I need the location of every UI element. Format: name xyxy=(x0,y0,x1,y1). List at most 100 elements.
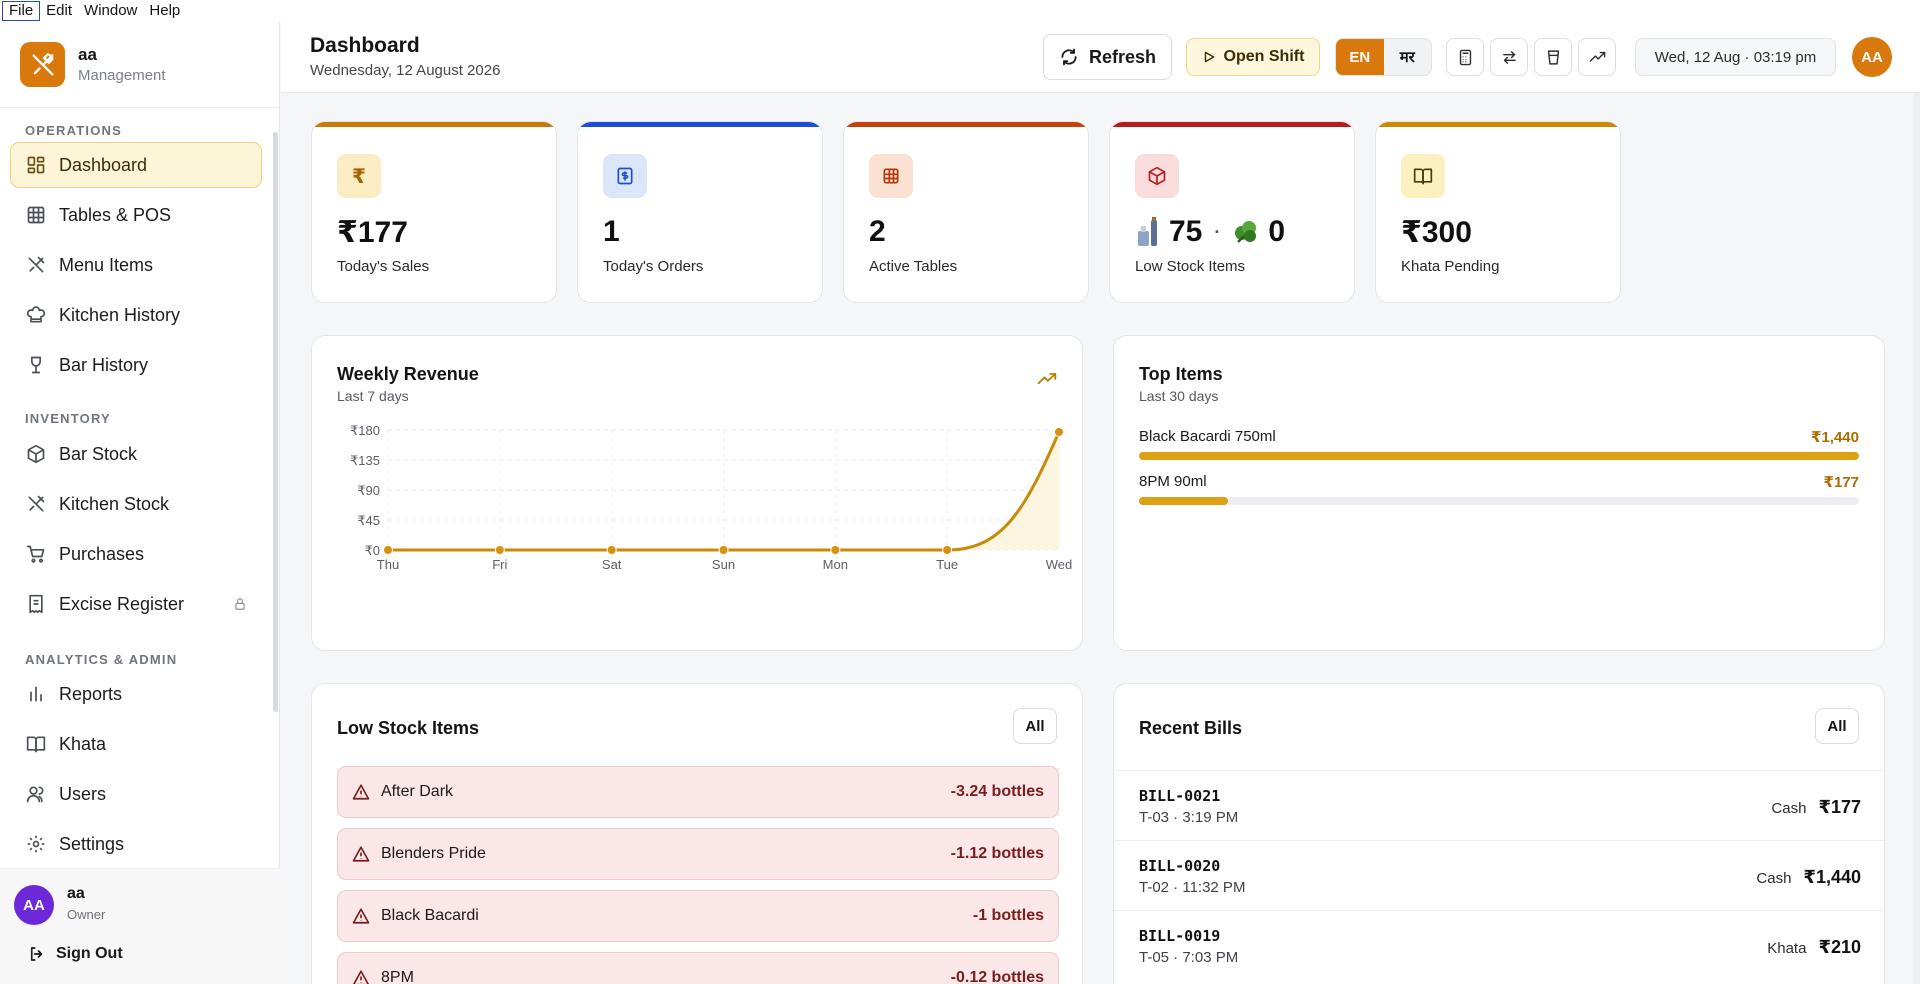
sidebar-item-label: Menu Items xyxy=(59,254,154,275)
menu-window[interactable]: Window xyxy=(84,2,138,19)
header-avatar[interactable]: AA xyxy=(1852,37,1892,77)
stat-accent-bar xyxy=(1110,122,1354,127)
menu-file[interactable]: File xyxy=(2,1,41,21)
grid-icon xyxy=(25,204,47,226)
sidebar-item-purchases[interactable]: Purchases xyxy=(10,531,262,577)
utensils-icon xyxy=(25,493,47,515)
trends-button[interactable] xyxy=(1578,38,1616,76)
lang-mr-button[interactable]: मर xyxy=(1399,49,1415,66)
lang-en-button[interactable]: EN xyxy=(1336,39,1384,75)
page-title: Dashboard xyxy=(310,34,420,57)
main-scrollbar[interactable] xyxy=(1913,93,1920,984)
stat-value: 1 xyxy=(603,215,620,248)
stat-card-low-stock[interactable]: 75 · 0 Low Stock Items xyxy=(1109,121,1355,303)
stat-value: ₹177 xyxy=(337,216,408,249)
bill-id: BILL-0019 xyxy=(1139,927,1221,945)
bill-row[interactable]: BILL-0020 T-02 · 11:32 PM Cash ₹1,440 xyxy=(1114,840,1884,910)
chef-hat-icon xyxy=(25,304,47,326)
box-icon xyxy=(25,443,47,465)
sidebar-item-bar-history[interactable]: Bar History xyxy=(10,342,262,388)
low-stock-all-button[interactable]: All xyxy=(1013,708,1057,744)
revenue-point xyxy=(494,545,505,555)
calculator-button[interactable] xyxy=(1446,38,1484,76)
y-tick-label: ₹90 xyxy=(357,483,380,498)
y-tick-label: ₹45 xyxy=(357,513,380,528)
revenue-point xyxy=(718,545,729,555)
wine-glass-icon xyxy=(25,354,47,376)
open-shift-button[interactable]: Open Shift xyxy=(1186,38,1320,76)
recent-bills-title: Recent Bills xyxy=(1139,718,1243,738)
stat-card-todays-orders[interactable]: 1 Today's Orders xyxy=(577,121,823,303)
bill-row[interactable]: BILL-0021 T-03 · 3:19 PM Cash ₹177 xyxy=(1114,770,1884,840)
recent-bills-all-button[interactable]: All xyxy=(1815,708,1859,744)
top-item-bar-track xyxy=(1139,497,1859,505)
page-date: Wednesday, 12 August 2026 xyxy=(310,62,501,79)
sidebar-item-tables-pos[interactable]: Tables & POS xyxy=(10,192,262,238)
section-title-analytics-admin: ANALYTICS & ADMIN xyxy=(25,652,178,667)
current-datetime: Wed, 12 Aug · 03:19 pm xyxy=(1635,38,1836,76)
sidebar-item-excise-register[interactable]: Excise Register xyxy=(10,581,262,627)
sidebar-item-reports[interactable]: Reports xyxy=(10,671,262,717)
low-stock-card: Low Stock Items All After Dark -3.24 bot… xyxy=(311,683,1083,984)
sidebar-item-bar-stock[interactable]: Bar Stock xyxy=(10,431,262,477)
brand-subtitle: Management xyxy=(78,67,166,84)
warning-icon xyxy=(352,970,370,984)
section-title-inventory: INVENTORY xyxy=(25,411,111,426)
stat-label: Today's Sales xyxy=(337,258,430,275)
sidebar-item-khata[interactable]: Khata xyxy=(10,721,262,767)
low-stock-qty: -1.12 bottles xyxy=(950,845,1044,862)
low-stock-row[interactable]: Blenders Pride -1.12 bottles xyxy=(337,828,1059,880)
sidebar-item-settings[interactable]: Settings xyxy=(10,821,262,867)
stat-accent-bar xyxy=(844,122,1088,127)
glass-button[interactable] xyxy=(1534,38,1572,76)
stat-card-active-tables[interactable]: 2 Active Tables xyxy=(843,121,1089,303)
top-item-amount: ₹177 xyxy=(1823,474,1859,491)
sidebar-nav: OPERATIONS Dashboard Tables & POS Menu I… xyxy=(0,109,280,869)
y-tick-label: ₹180 xyxy=(350,423,380,438)
user-avatar[interactable]: AA xyxy=(14,885,54,925)
receipt-icon xyxy=(25,593,47,615)
sidebar-item-dashboard[interactable]: Dashboard xyxy=(10,142,262,188)
x-tick-label: Sun xyxy=(712,557,735,572)
kitchen-low-stock-count: 0 xyxy=(1268,215,1286,248)
refresh-button[interactable]: Refresh xyxy=(1043,34,1172,80)
sidebar-item-kitchen-history[interactable]: Kitchen History xyxy=(10,292,262,338)
play-icon xyxy=(1202,50,1224,64)
stat-card-khata-pending[interactable]: ₹300 Khata Pending xyxy=(1375,121,1621,303)
calculator-icon xyxy=(1457,49,1474,66)
menu-edit[interactable]: Edit xyxy=(46,2,73,19)
stat-card-todays-sales[interactable]: ₹ ₹177 Today's Sales xyxy=(311,121,557,303)
stat-accent-bar xyxy=(312,122,556,127)
low-stock-name: Black Bacardi xyxy=(381,907,479,924)
low-stock-row[interactable]: After Dark -3.24 bottles xyxy=(337,766,1059,818)
bill-amount: ₹177 xyxy=(1818,797,1861,817)
sign-out-button[interactable]: Sign Out xyxy=(28,945,123,963)
trending-up-icon xyxy=(1589,49,1606,66)
top-header: Dashboard Wednesday, 12 August 2026 Refr… xyxy=(281,22,1920,93)
bill-row[interactable]: BILL-0019 T-05 · 7:03 PM Khata ₹210 xyxy=(1114,910,1884,980)
refresh-icon xyxy=(1059,47,1089,67)
sidebar-item-label: Dashboard xyxy=(59,154,148,175)
sidebar-item-menu-items[interactable]: Menu Items xyxy=(10,242,262,288)
transfer-button[interactable] xyxy=(1490,38,1528,76)
sidebar-item-kitchen-stock[interactable]: Kitchen Stock xyxy=(10,481,262,527)
top-items-card: Top Items Last 30 days Black Bacardi 750… xyxy=(1113,335,1885,651)
menu-help[interactable]: Help xyxy=(149,2,181,19)
sidebar-item-label: Bar History xyxy=(59,354,149,375)
low-stock-qty: -0.12 bottles xyxy=(950,969,1044,984)
recent-bills-card: Recent Bills All BILL-0021 T-03 · 3:19 P… xyxy=(1113,683,1885,984)
cart-icon xyxy=(25,543,47,565)
x-tick-label: Sat xyxy=(602,557,622,572)
low-stock-row[interactable]: Black Bacardi -1 bottles xyxy=(337,890,1059,942)
top-items-subtitle: Last 30 days xyxy=(1139,388,1219,404)
low-stock-name: After Dark xyxy=(381,783,454,800)
stat-accent-bar xyxy=(578,122,822,127)
revenue-point xyxy=(383,545,393,555)
sidebar-item-users[interactable]: Users xyxy=(10,771,262,817)
open-shift-label: Open Shift xyxy=(1223,48,1305,65)
sidebar-scrollbar[interactable] xyxy=(273,132,278,712)
low-stock-title: Low Stock Items xyxy=(337,718,480,738)
bill-amount: ₹210 xyxy=(1818,937,1861,957)
stat-label: Khata Pending xyxy=(1401,258,1500,275)
low-stock-row[interactable]: 8PM -0.12 bottles xyxy=(337,952,1059,984)
